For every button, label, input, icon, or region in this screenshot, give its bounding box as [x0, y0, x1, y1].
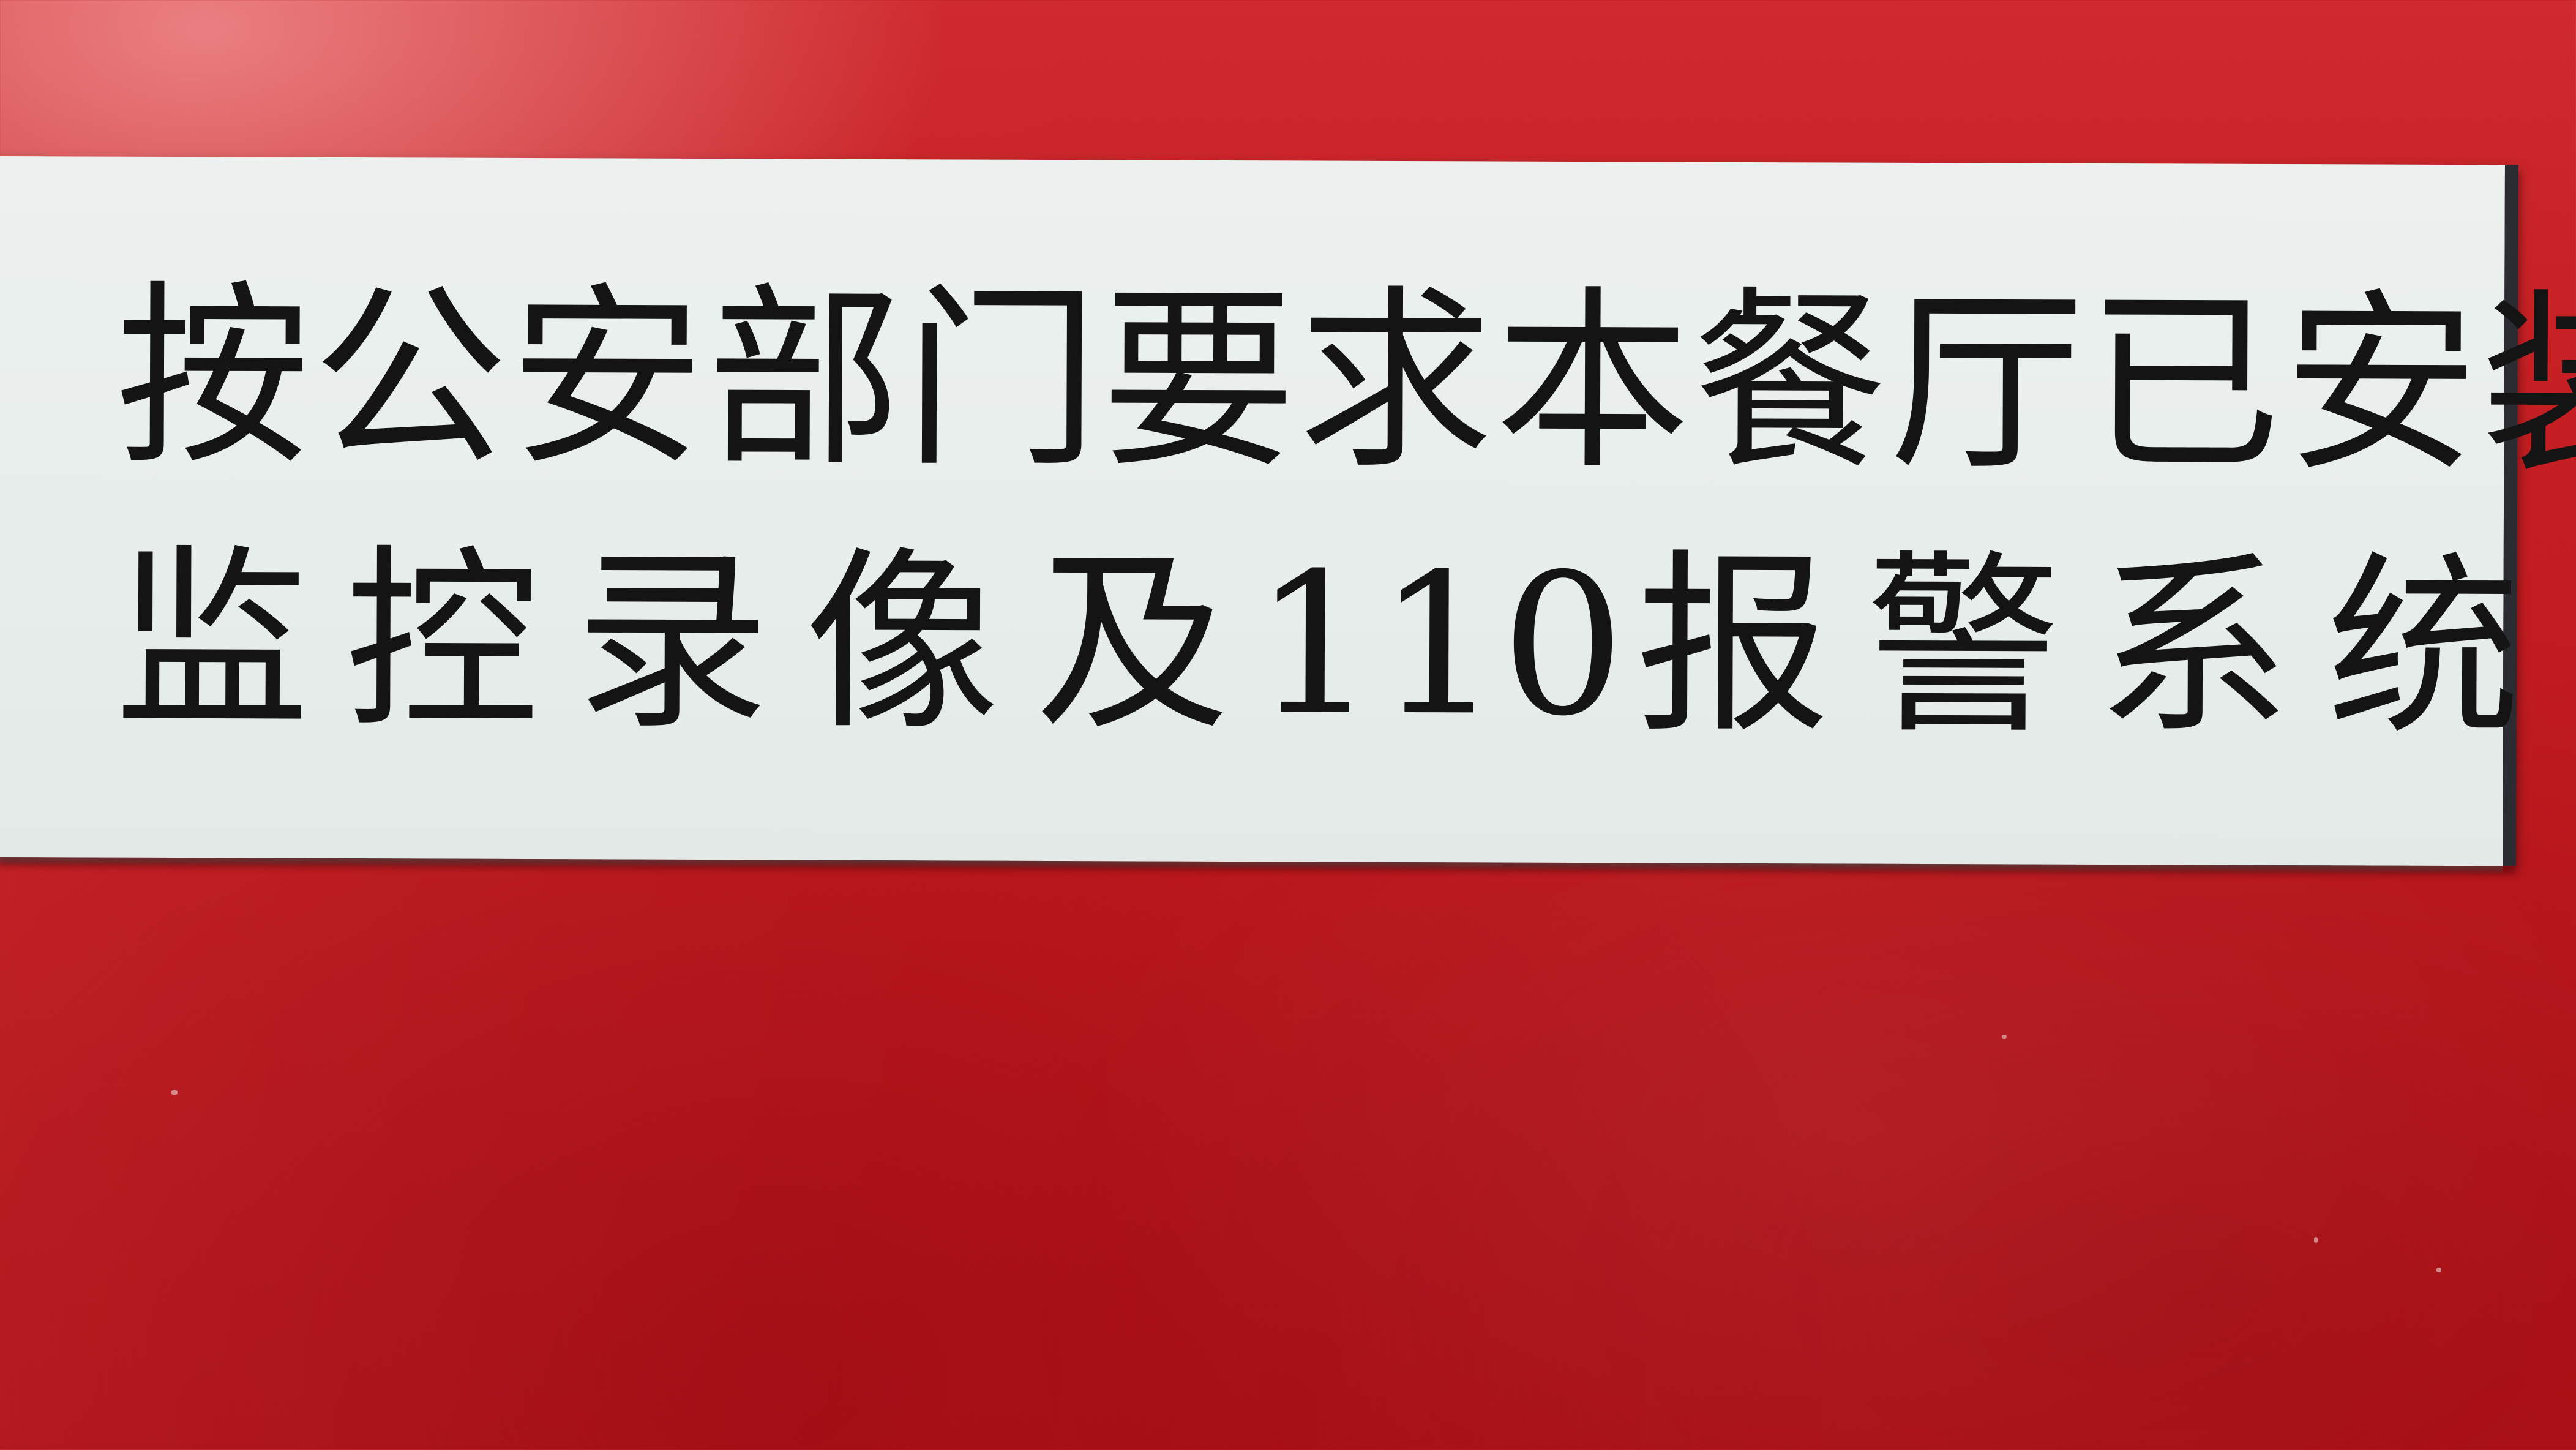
notice-sign: 按公安部门要求本餐厅已安装 监控录像及110报警系统	[0, 156, 2576, 875]
sign-line-2: 监控录像及110报警系统	[114, 524, 2557, 765]
wall-speck	[2002, 1035, 2007, 1039]
sign-shadow	[0, 857, 2503, 875]
sign-line-1: 按公安部门要求本餐厅已安装	[115, 263, 2576, 500]
wall-speck	[171, 1090, 178, 1095]
wall-speck	[2314, 1237, 2318, 1243]
sign-line-2-text-a: 监控录像及	[114, 527, 1266, 758]
sign-line-2-text-b: 报警系统	[1635, 532, 2557, 762]
wall-speck	[2436, 1268, 2441, 1272]
sign-emergency-number: 110	[1252, 531, 1625, 759]
